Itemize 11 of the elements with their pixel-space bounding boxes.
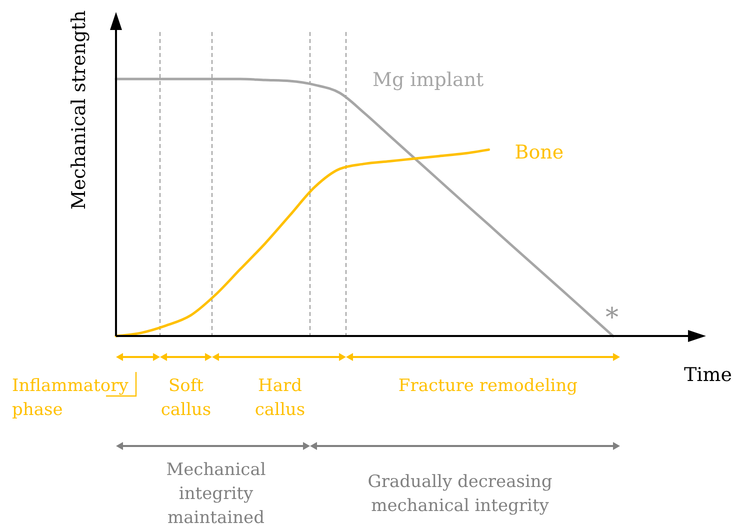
text: Gradually decreasing mechanical integrity: [368, 472, 552, 516]
text: Fracture remodeling: [398, 376, 578, 396]
series-label: Bone: [514, 142, 564, 164]
x-axis-title: Time: [684, 364, 732, 386]
text: Mechanical integrity maintained: [166, 460, 266, 527]
annotation: *: [606, 303, 618, 333]
series-label: Mg implant: [372, 69, 484, 92]
y-axis-title: Mechanical strength: [68, 10, 90, 210]
text: Soft callus: [160, 376, 212, 420]
text: Hard callus: [254, 376, 306, 420]
text: Inflammatory phase: [12, 376, 129, 420]
